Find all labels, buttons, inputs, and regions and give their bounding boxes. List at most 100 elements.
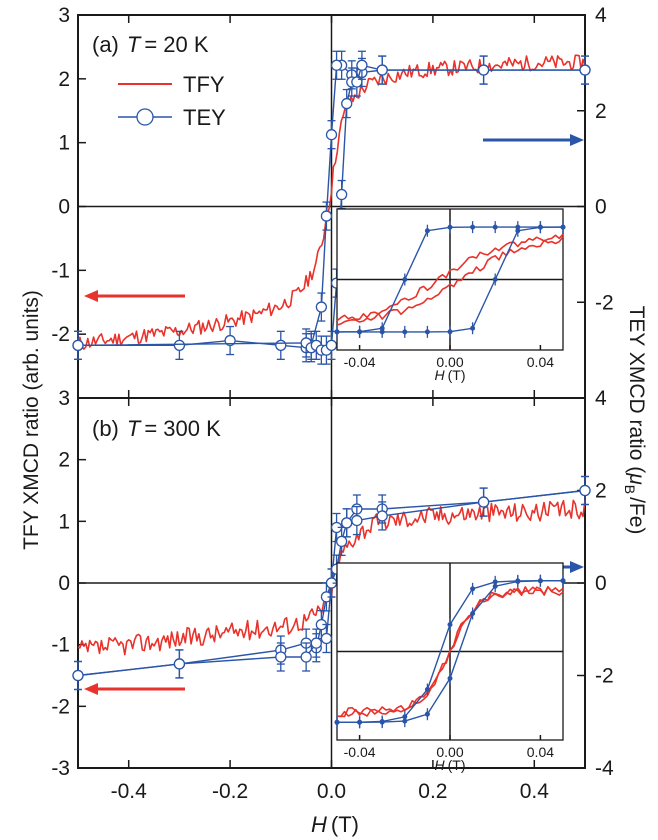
right-y-axis-label: TEY XMCD ratio (μB/Fe) bbox=[622, 306, 648, 535]
legend-tey-label: TEY bbox=[183, 105, 226, 130]
panel-label: (b) T = 300 K bbox=[92, 416, 221, 441]
temperature-symbol: T bbox=[127, 416, 142, 441]
tey-data-point bbox=[477, 496, 490, 508]
tey-data-point bbox=[325, 339, 338, 351]
inset-tey-point bbox=[560, 578, 566, 584]
inset-x-tick-label: 0.00 bbox=[436, 744, 463, 760]
x-tick-label: -0.4 bbox=[111, 780, 148, 803]
temperature-value: = 300 K bbox=[144, 416, 221, 441]
inset-tey-point bbox=[447, 675, 453, 681]
tey-data-point bbox=[310, 637, 322, 649]
panel-b: -0.4 -0.2 0.0 0.2 0.4 3 2 1 0 -1 -2 -3 4 2 0 -2 -4 (b) T = … bbox=[51, 387, 614, 803]
tey-data-point bbox=[351, 76, 363, 88]
inset-tey-point bbox=[447, 329, 453, 335]
right-tick-label: 2 bbox=[595, 100, 607, 123]
inset-tey-point bbox=[334, 719, 340, 725]
left-tick-label: 1 bbox=[58, 132, 70, 155]
inset-tey-point bbox=[424, 228, 430, 234]
right-axis-arrowhead bbox=[570, 561, 584, 573]
inset-x-unit: (T) bbox=[448, 367, 466, 383]
inset-tfy-line bbox=[336, 585, 564, 718]
panel-letter: (a) bbox=[92, 32, 119, 57]
panel-a: 3 2 1 0 -1 -2 4 2 0 -2 (a) T = 20 K TFY TEY -0.04 0.00 0.… bbox=[51, 4, 614, 399]
inset-x-label: H (T) bbox=[434, 367, 465, 383]
inset: -0.04 0.00 0.04 H (T) bbox=[334, 562, 566, 773]
inset-x-tick-label: 0.00 bbox=[436, 354, 463, 370]
tey-data-point bbox=[320, 632, 333, 645]
panel-letter: (b) bbox=[92, 416, 119, 441]
inset: -0.04 0.00 0.04 H (T) bbox=[334, 208, 566, 383]
tey-data-point bbox=[72, 339, 84, 351]
tey-data-point bbox=[320, 210, 333, 222]
left-tick-label: 2 bbox=[58, 449, 70, 472]
inset-tfy-line bbox=[336, 233, 564, 322]
right-tick-label: 0 bbox=[595, 572, 607, 595]
tey-data-point bbox=[173, 658, 186, 670]
inset-x-tick-label: -0.04 bbox=[344, 744, 376, 760]
inset-tey-point bbox=[537, 578, 543, 584]
inset-tey-point bbox=[537, 224, 543, 230]
tey-data-point bbox=[351, 514, 363, 527]
left-tick-label: -2 bbox=[51, 695, 70, 718]
left-axis-arrowhead bbox=[84, 290, 98, 302]
tey-data-point bbox=[335, 535, 348, 548]
inset-tey-point bbox=[470, 610, 476, 616]
inset-tey-point bbox=[470, 325, 476, 331]
left-tick-label: 2 bbox=[58, 68, 70, 91]
inset-tey-point bbox=[357, 329, 363, 335]
tey-data-point bbox=[300, 651, 312, 663]
tey-data-point bbox=[376, 64, 388, 76]
right-tick-label: 4 bbox=[595, 4, 607, 27]
left-tick-label: -1 bbox=[51, 259, 70, 282]
inset-x-tick-label: 0.04 bbox=[527, 744, 554, 760]
inset-tey-point bbox=[560, 224, 566, 230]
temperature-symbol: T bbox=[127, 32, 142, 57]
legend-tfy-label: TFY bbox=[183, 72, 225, 97]
tey-data-point bbox=[335, 188, 348, 201]
inset-tey-point bbox=[379, 325, 385, 331]
right-tick-label: 4 bbox=[595, 387, 607, 410]
inset-tey-point bbox=[447, 224, 453, 230]
inset-tey-point bbox=[447, 622, 453, 628]
left-tick-label: 3 bbox=[58, 4, 70, 27]
right-tick-label: 0 bbox=[595, 196, 607, 219]
inset-tey-point bbox=[515, 578, 521, 584]
x-axis-label: H (T) bbox=[311, 812, 359, 837]
left-tick-label: 1 bbox=[58, 510, 70, 533]
inset-tey-point bbox=[515, 224, 521, 230]
left-tick-label: 0 bbox=[58, 572, 70, 595]
tey-data-point bbox=[376, 510, 388, 522]
tey-data-point bbox=[579, 484, 591, 497]
inset-tey-point bbox=[357, 719, 363, 725]
tey-data-point bbox=[275, 339, 287, 351]
right-tick-label: -4 bbox=[595, 757, 614, 780]
inset-tey-point bbox=[424, 329, 430, 335]
inset-x-label: H (T) bbox=[434, 757, 465, 773]
inset-x-symbol: H bbox=[434, 757, 445, 773]
left-tick-label: -3 bbox=[51, 757, 70, 780]
right-tick-label: -2 bbox=[595, 665, 614, 688]
tey-data-point bbox=[325, 129, 338, 141]
right-tick-label: 2 bbox=[595, 480, 607, 503]
tfy-series-line bbox=[77, 54, 586, 350]
inset-tey-point bbox=[402, 277, 408, 282]
left-y-axis-label: TFY XMCD ratio (arb. units) bbox=[20, 290, 43, 550]
tey-data-point bbox=[579, 64, 591, 76]
left-tick-label: 3 bbox=[58, 387, 70, 410]
x-tick-label: 0.4 bbox=[520, 780, 550, 803]
x-tick-label: 0.0 bbox=[317, 780, 346, 803]
tey-data-point bbox=[173, 339, 186, 351]
left-tick-label: -2 bbox=[51, 323, 70, 346]
left-axis-arrowhead bbox=[84, 683, 98, 695]
inset-tey-point bbox=[470, 586, 476, 592]
inset-x-symbol: H bbox=[434, 367, 445, 383]
tey-data-point bbox=[477, 64, 490, 76]
right-axis-arrowhead bbox=[570, 134, 584, 146]
inset-tey-point bbox=[402, 329, 408, 335]
inset-tfy-line bbox=[336, 236, 564, 326]
inset-tey-point bbox=[424, 687, 430, 693]
tey-data-point bbox=[356, 59, 368, 71]
panel-label: (a) T = 20 K bbox=[92, 32, 209, 57]
tey-data-point bbox=[72, 669, 84, 682]
